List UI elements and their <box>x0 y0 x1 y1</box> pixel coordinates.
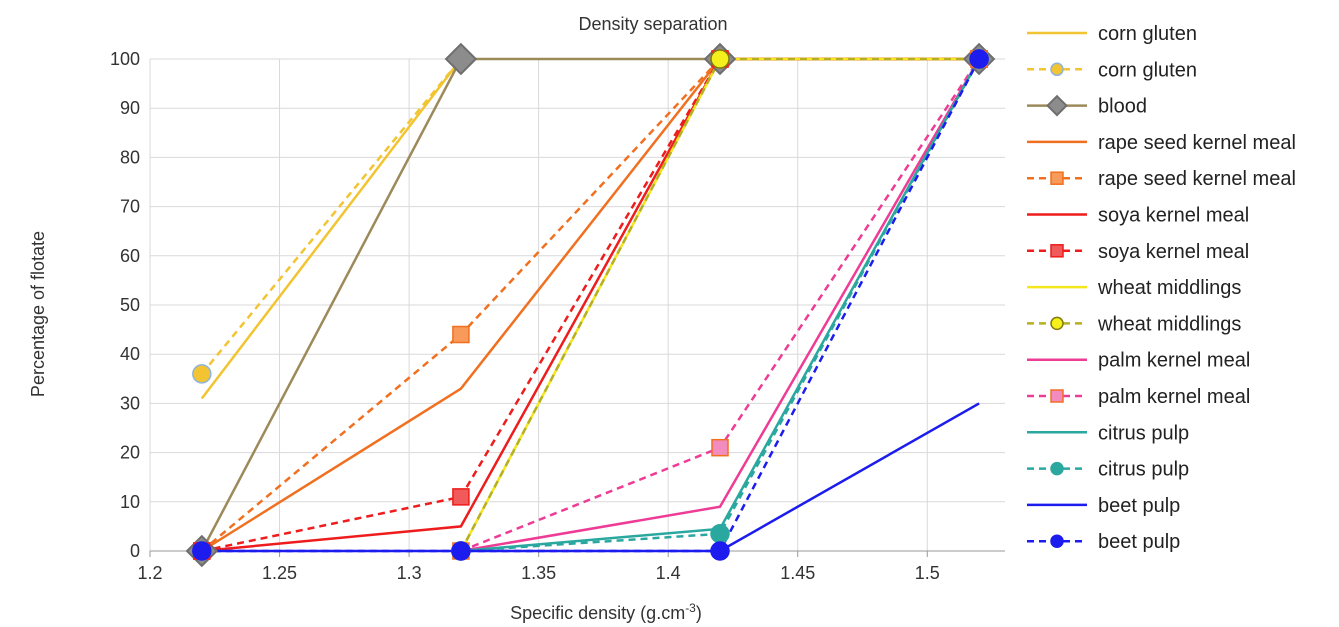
y-axis-label: Percentage of flotate <box>28 231 48 397</box>
y-tick-label: 90 <box>120 98 140 118</box>
series-line <box>201 58 981 553</box>
legend-entry: palm kernel meal <box>1027 386 1250 408</box>
y-tick-label: 70 <box>120 197 140 217</box>
legend-label: palm kernel meal <box>1098 350 1250 372</box>
x-axis-label-superscript: -3 <box>685 601 696 615</box>
legend-swatch-marker <box>1046 94 1068 117</box>
x-tick-label: 1.5 <box>915 563 940 583</box>
legend: corn gluten corn gluten blood rape seed ker… <box>1027 23 1296 553</box>
legend-swatch-marker <box>1050 171 1064 185</box>
data-point <box>452 325 470 344</box>
legend-label: wheat middlings <box>1097 313 1241 335</box>
legend-label: beet pulp <box>1098 531 1180 553</box>
series-line <box>200 58 462 400</box>
data-point <box>452 488 470 506</box>
series-line <box>460 58 981 553</box>
x-tick-label: 1.45 <box>780 563 815 583</box>
grid <box>149 58 1005 552</box>
x-tick-label: 1.4 <box>656 563 681 583</box>
data-point <box>969 49 989 69</box>
legend-swatch-marker <box>1050 244 1064 258</box>
data-point <box>451 541 471 561</box>
x-axis-label: Specific density (g.cm-3) <box>510 601 702 623</box>
data-point <box>710 541 730 561</box>
legend-label: beet pulp <box>1098 495 1180 517</box>
legend-entry: beet pulp <box>1027 495 1180 517</box>
data-point <box>710 49 730 69</box>
legend-entry: palm kernel meal <box>1027 350 1250 372</box>
data-point <box>192 364 212 384</box>
y-tick-label: 100 <box>110 49 140 69</box>
legend-label: citrus pulp <box>1098 422 1189 444</box>
x-axis-label-main: Specific density (g.cm <box>510 603 685 623</box>
y-tick-label: 80 <box>120 147 140 167</box>
legend-entry: wheat middlings <box>1027 313 1241 335</box>
legend-label: rape seed kernel meal <box>1098 168 1296 190</box>
legend-entry: corn gluten <box>1027 23 1197 45</box>
y-tick-label: 0 <box>130 541 140 561</box>
legend-entry: wheat middlings <box>1027 277 1241 299</box>
y-tick-label: 30 <box>120 393 140 413</box>
legend-swatch-marker <box>1050 389 1064 403</box>
legend-entry: blood <box>1027 94 1147 118</box>
y-tick-label: 40 <box>120 344 140 364</box>
legend-entry: rape seed kernel meal <box>1027 132 1296 154</box>
legend-label: soya kernel meal <box>1098 241 1249 263</box>
data-point <box>710 524 730 544</box>
axes: 0 10 20 30 40 50 60 70 80 90 100 1.2 1.25 1.3 1.35 1.4 1… <box>110 49 1005 583</box>
legend-entry: citrus pulp <box>1027 459 1189 481</box>
x-tick-label: 1.2 <box>137 563 162 583</box>
legend-label: blood <box>1098 96 1147 118</box>
x-tick-label: 1.35 <box>521 563 556 583</box>
legend-label: citrus pulp <box>1098 459 1189 481</box>
legend-label: soya kernel meal <box>1098 205 1249 227</box>
legend-swatch-marker <box>1050 316 1064 331</box>
y-tick-label: 10 <box>120 492 140 512</box>
legend-label: corn gluten <box>1098 23 1197 45</box>
legend-swatch-marker <box>1050 461 1064 476</box>
x-tick-label: 1.3 <box>397 563 422 583</box>
legend-entry: beet pulp <box>1027 531 1180 553</box>
chart-title: Density separation <box>578 14 727 34</box>
y-tick-label: 50 <box>120 295 140 315</box>
legend-label: corn gluten <box>1098 59 1197 81</box>
legend-label: wheat middlings <box>1097 277 1241 299</box>
x-tick-label: 1.25 <box>262 563 297 583</box>
y-tick-label: 20 <box>120 443 140 463</box>
data-point <box>711 438 729 457</box>
legend-label: palm kernel meal <box>1098 386 1250 408</box>
legend-entry: soya kernel meal <box>1027 205 1249 227</box>
x-axis-label-end: ) <box>696 603 702 623</box>
data-point <box>192 541 212 561</box>
legend-swatch-marker <box>1050 62 1064 77</box>
legend-entry: rape seed kernel meal <box>1027 168 1296 190</box>
legend-label: rape seed kernel meal <box>1098 132 1296 154</box>
legend-entry: soya kernel meal <box>1027 241 1249 263</box>
series-line <box>460 58 981 553</box>
data-point <box>444 42 478 76</box>
series-markers <box>185 42 996 568</box>
legend-entry: corn gluten <box>1027 59 1197 81</box>
legend-entry: citrus pulp <box>1027 422 1189 444</box>
y-tick-label: 60 <box>120 246 140 266</box>
series-line <box>200 58 462 375</box>
legend-swatch-marker <box>1050 534 1064 548</box>
